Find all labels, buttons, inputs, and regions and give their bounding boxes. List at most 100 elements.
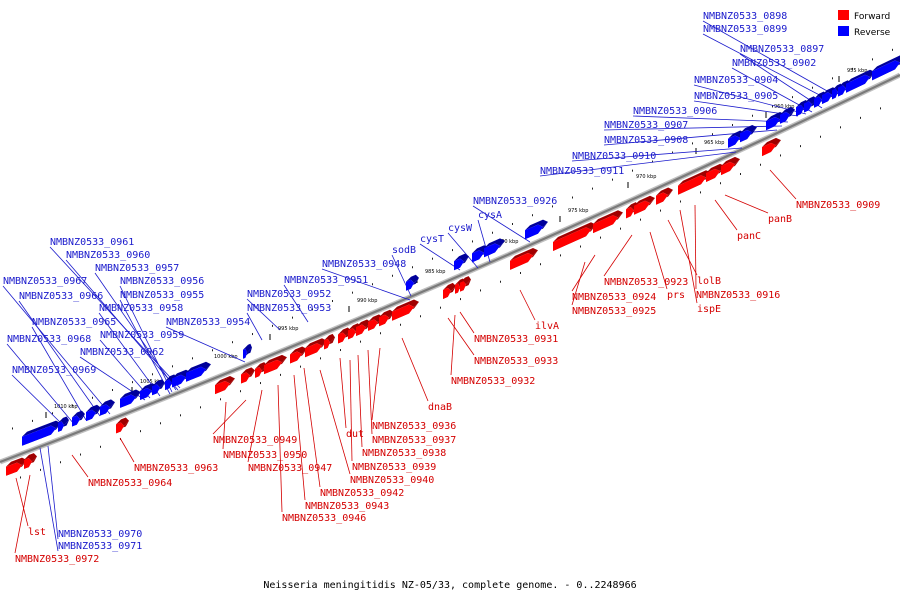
reverse-gene[interactable] xyxy=(740,124,757,143)
gene-label-nmbnz0533-0970[interactable]: NMBNZ0533_0970 xyxy=(58,529,142,540)
gene-label-cysa[interactable]: cysA xyxy=(478,210,502,221)
reverse-gene[interactable] xyxy=(484,238,505,258)
gene-label-nmbnz0533-0907[interactable]: NMBNZ0533_0907 xyxy=(604,120,688,131)
gene-label-nmbnz0533-0902[interactable]: NMBNZ0533_0902 xyxy=(732,58,816,69)
gene-label-nmbnz0533-0958[interactable]: NMBNZ0533_0958 xyxy=(99,303,183,314)
forward-gene[interactable] xyxy=(510,247,538,270)
gene-label-nmbnz0533-0937[interactable]: NMBNZ0533_0937 xyxy=(372,435,456,446)
reverse-gene[interactable] xyxy=(186,361,211,382)
forward-gene[interactable] xyxy=(656,187,673,205)
gene-label-nmbnz0533-0952[interactable]: NMBNZ0533_0952 xyxy=(247,289,331,300)
gene-label-dnab[interactable]: dnaB xyxy=(428,402,452,413)
forward-gene[interactable] xyxy=(392,299,419,321)
gene-label-nmbnz0533-0962[interactable]: NMBNZ0533_0962 xyxy=(80,347,164,358)
gene-label-nmbnz0533-0949[interactable]: NMBNZ0533_0949 xyxy=(213,435,297,446)
forward-gene[interactable] xyxy=(215,376,235,395)
reverse-gene[interactable] xyxy=(525,219,548,240)
gene-label-lst[interactable]: lst xyxy=(28,527,46,538)
gene-label-prs[interactable]: prs xyxy=(667,290,685,301)
reverse-gene[interactable] xyxy=(72,410,85,427)
forward-gene[interactable] xyxy=(443,282,456,299)
reverse-gene[interactable] xyxy=(243,343,252,359)
gene-label-nmbnz0533-0971[interactable]: NMBNZ0533_0971 xyxy=(58,541,142,552)
gene-label-nmbnz0533-0926[interactable]: NMBNZ0533_0926 xyxy=(473,196,557,207)
gene-label-nmbnz0533-0943[interactable]: NMBNZ0533_0943 xyxy=(305,501,389,512)
forward-gene[interactable] xyxy=(762,137,781,157)
gene-label-nmbnz0533-0924[interactable]: NMBNZ0533_0924 xyxy=(572,292,656,303)
forward-gene[interactable] xyxy=(460,276,471,292)
gene-label-nmbnz0533-0963[interactable]: NMBNZ0533_0963 xyxy=(134,463,218,474)
gene-label-nmbnz0533-0909[interactable]: NMBNZ0533_0909 xyxy=(796,200,880,211)
forward-gene[interactable] xyxy=(553,222,596,251)
gene-label-nmbnz0533-0939[interactable]: NMBNZ0533_0939 xyxy=(352,462,436,473)
gene-label-nmbnz0533-0932[interactable]: NMBNZ0533_0932 xyxy=(451,376,535,387)
forward-gene[interactable] xyxy=(678,170,711,195)
forward-gene[interactable] xyxy=(356,319,371,336)
gene-label-nmbnz0533-0908[interactable]: NMBNZ0533_0908 xyxy=(604,135,688,146)
gene-label-nmbnz0533-0940[interactable]: NMBNZ0533_0940 xyxy=(350,475,434,486)
forward-gene[interactable] xyxy=(116,417,129,434)
gene-label-nmbnz0533-0964[interactable]: NMBNZ0533_0964 xyxy=(88,478,172,489)
gene-label-dut[interactable]: dut xyxy=(346,429,364,440)
forward-gene[interactable] xyxy=(379,309,394,327)
reverse-gene[interactable] xyxy=(86,404,101,422)
forward-gene[interactable] xyxy=(706,163,725,182)
gene-label-nmbnz0533-0968[interactable]: NMBNZ0533_0968 xyxy=(7,334,91,345)
gene-label-nmbnz0533-0925[interactable]: NMBNZ0533_0925 xyxy=(572,306,656,317)
gene-label-nmbnz0533-0953[interactable]: NMBNZ0533_0953 xyxy=(247,303,331,314)
gene-label-sodb[interactable]: sodB xyxy=(392,245,416,256)
gene-label-nmbnz0533-0904[interactable]: NMBNZ0533_0904 xyxy=(694,75,778,86)
gene-label-ilva[interactable]: ilvA xyxy=(535,321,559,332)
forward-gene[interactable] xyxy=(305,338,327,358)
gene-label-nmbnz0533-0899[interactable]: NMBNZ0533_0899 xyxy=(703,24,787,35)
gene-label-nmbnz0533-0947[interactable]: NMBNZ0533_0947 xyxy=(248,463,332,474)
forward-gene[interactable] xyxy=(290,346,307,364)
gene-label-cyst[interactable]: cysT xyxy=(420,234,444,245)
reverse-gene[interactable] xyxy=(58,416,69,432)
gene-label-nmbnz0533-0960[interactable]: NMBNZ0533_0960 xyxy=(66,250,150,261)
forward-gene[interactable] xyxy=(324,333,335,350)
gene-label-nmbnz0533-0954[interactable]: NMBNZ0533_0954 xyxy=(166,317,250,328)
forward-gene[interactable] xyxy=(241,367,255,384)
gene-label-nmbnz0533-0959[interactable]: NMBNZ0533_0959 xyxy=(100,330,184,341)
forward-gene[interactable] xyxy=(6,457,27,476)
gene-label-nmbnz0533-0916[interactable]: NMBNZ0533_0916 xyxy=(696,290,780,301)
reverse-gene[interactable] xyxy=(120,389,141,408)
reverse-gene[interactable] xyxy=(22,420,61,446)
gene-label-ispe[interactable]: ispE xyxy=(697,304,721,315)
gene-label-nmbnz0533-0897[interactable]: NMBNZ0533_0897 xyxy=(740,44,824,55)
forward-gene[interactable] xyxy=(338,327,351,344)
reverse-gene[interactable] xyxy=(100,399,115,416)
gene-label-nmbnz0533-0938[interactable]: NMBNZ0533_0938 xyxy=(362,448,446,459)
reverse-gene[interactable] xyxy=(454,253,469,271)
gene-label-lolb[interactable]: lolB xyxy=(697,276,721,287)
gene-label-nmbnz0533-0969[interactable]: NMBNZ0533_0969 xyxy=(12,365,96,376)
gene-label-nmbnz0533-0946[interactable]: NMBNZ0533_0946 xyxy=(282,513,366,524)
gene-label-nmbnz0533-0936[interactable]: NMBNZ0533_0936 xyxy=(372,421,456,432)
gene-label-panb[interactable]: panB xyxy=(768,214,792,225)
gene-label-nmbnz0533-0942[interactable]: NMBNZ0533_0942 xyxy=(320,488,404,499)
gene-label-nmbnz0533-0933[interactable]: NMBNZ0533_0933 xyxy=(474,356,558,367)
gene-label-nmbnz0533-0948[interactable]: NMBNZ0533_0948 xyxy=(322,259,406,270)
gene-label-nmbnz0533-0910[interactable]: NMBNZ0533_0910 xyxy=(572,151,656,162)
gene-label-nmbnz0533-0955[interactable]: NMBNZ0533_0955 xyxy=(120,290,204,301)
reverse-gene[interactable] xyxy=(780,106,795,124)
forward-gene[interactable] xyxy=(593,210,623,234)
forward-gene[interactable] xyxy=(24,453,37,469)
reverse-gene[interactable] xyxy=(406,274,419,291)
gene-label-nmbnz0533-0961[interactable]: NMBNZ0533_0961 xyxy=(50,237,134,248)
gene-label-nmbnz0533-0911[interactable]: NMBNZ0533_0911 xyxy=(540,166,624,177)
gene-label-nmbnz0533-0950[interactable]: NMBNZ0533_0950 xyxy=(223,450,307,461)
gene-label-nmbnz0533-0972[interactable]: NMBNZ0533_0972 xyxy=(15,554,99,565)
reverse-gene[interactable] xyxy=(152,379,165,396)
gene-label-nmbnz0533-0965[interactable]: NMBNZ0533_0965 xyxy=(32,317,116,328)
forward-gene[interactable] xyxy=(264,354,287,375)
gene-label-nmbnz0533-0931[interactable]: NMBNZ0533_0931 xyxy=(474,334,558,345)
gene-label-cysw[interactable]: cysW xyxy=(448,223,473,234)
gene-label-nmbnz0533-0923[interactable]: NMBNZ0533_0923 xyxy=(604,277,688,288)
gene-label-nmbnz0533-0906[interactable]: NMBNZ0533_0906 xyxy=(633,106,717,117)
forward-gene[interactable] xyxy=(634,195,655,215)
gene-label-nmbnz0533-0905[interactable]: NMBNZ0533_0905 xyxy=(694,91,778,102)
reverse-gene[interactable] xyxy=(846,69,875,93)
gene-label-nmbnz0533-0956[interactable]: NMBNZ0533_0956 xyxy=(120,276,204,287)
